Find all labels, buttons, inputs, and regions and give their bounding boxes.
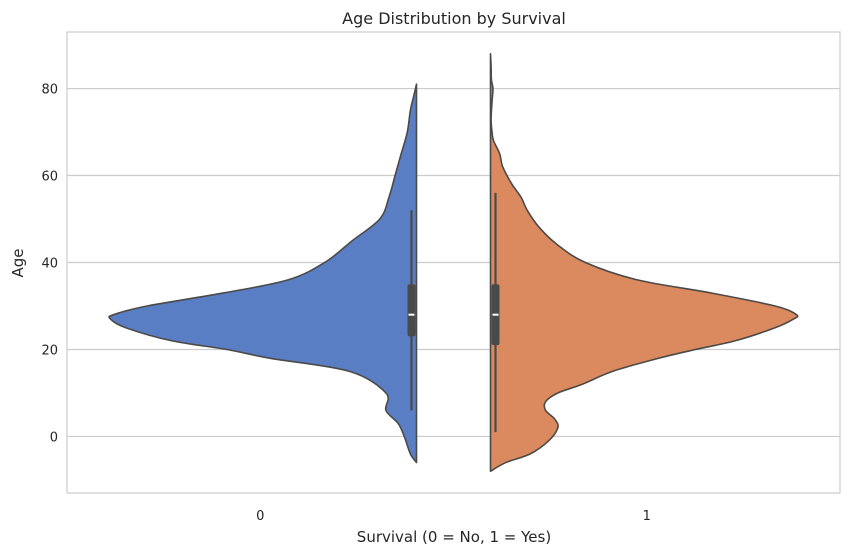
chart-title: Age Distribution by Survival: [342, 9, 566, 28]
x-tick-label: 1: [643, 509, 651, 524]
y-tick-label: 60: [41, 170, 58, 185]
y-tick-labels: 0 20 40 60 80: [41, 83, 58, 446]
y-tick-label: 20: [41, 343, 58, 358]
violin-right-1: [489, 52, 799, 473]
gridlines: [67, 87, 840, 438]
violin-left-0: [108, 83, 418, 464]
x-axis-label: Survival (0 = No, 1 = Yes): [357, 528, 551, 546]
box-iqr: [407, 284, 416, 337]
inner-boxes: [407, 192, 500, 433]
x-tick-label: 0: [256, 509, 264, 524]
violins: [108, 52, 799, 473]
y-axis-label: Age: [9, 248, 27, 277]
y-tick-label: 80: [41, 83, 58, 98]
plot-frame: [66, 31, 841, 494]
y-tick-label: 40: [41, 257, 58, 272]
y-tick-label: 0: [50, 430, 58, 445]
